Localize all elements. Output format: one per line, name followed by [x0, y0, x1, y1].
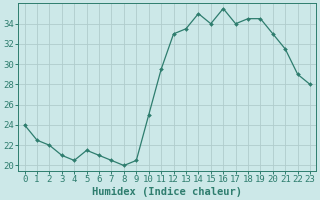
X-axis label: Humidex (Indice chaleur): Humidex (Indice chaleur) [92, 186, 242, 197]
